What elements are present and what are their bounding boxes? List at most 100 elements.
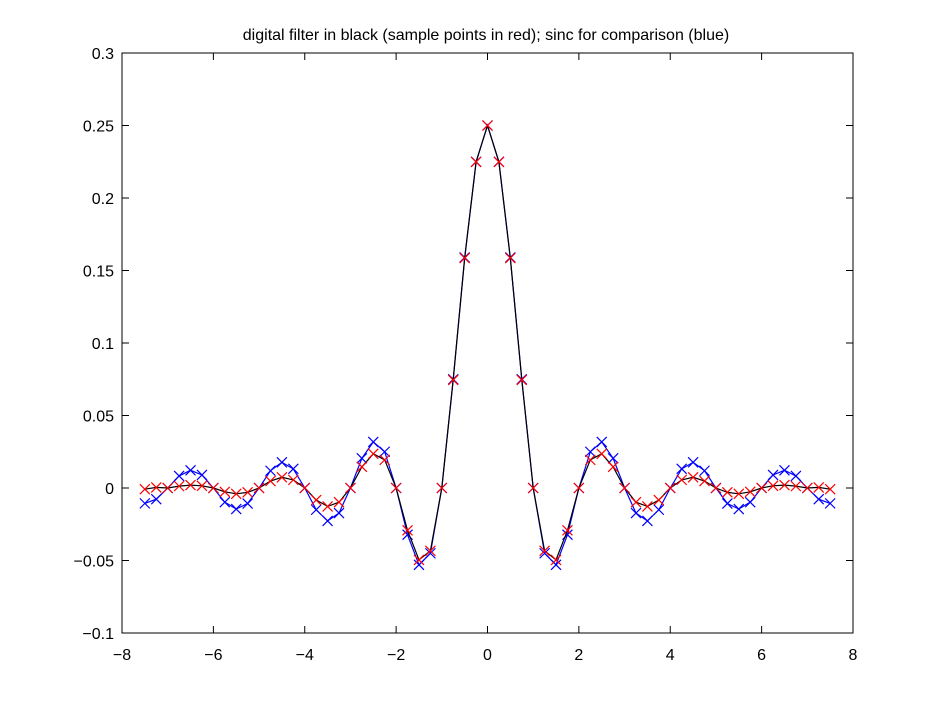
data-point	[447, 374, 459, 386]
data-point	[219, 496, 231, 508]
y-tick-label: 0.1	[92, 336, 114, 353]
data-point	[676, 463, 688, 475]
y-tick-label: 0.05	[83, 409, 114, 426]
data-point	[356, 461, 368, 473]
data-point	[801, 482, 813, 494]
data-point	[482, 120, 493, 131]
data-point	[779, 464, 790, 476]
y-tick-label: 0	[105, 481, 114, 498]
data-point	[630, 507, 642, 519]
y-axis: −0.1 −0.05 0 0.05 0.1 0.15 0.2 0.25 0.3	[74, 46, 853, 643]
data-point	[276, 456, 288, 468]
data-point	[333, 507, 345, 519]
data-point	[276, 471, 288, 483]
x-tick-label: 8	[849, 647, 858, 664]
data-point	[733, 503, 745, 515]
data-point	[299, 482, 311, 494]
data-point	[516, 374, 528, 386]
data-point	[767, 469, 779, 481]
data-point	[539, 545, 551, 557]
data-point	[230, 503, 242, 515]
data-point	[173, 470, 185, 482]
data-point	[265, 475, 276, 487]
data-point	[504, 252, 516, 264]
data-point	[687, 471, 699, 483]
data-point	[641, 515, 653, 527]
data-point	[345, 482, 356, 494]
x-tick-label: 0	[483, 647, 492, 664]
data-point	[584, 454, 596, 466]
data-point	[813, 493, 825, 505]
data-point	[185, 479, 196, 491]
data-point	[356, 452, 368, 464]
data-point	[322, 515, 334, 527]
data-point	[550, 554, 562, 566]
data-point	[527, 482, 539, 494]
data-point	[584, 446, 596, 458]
data-point	[173, 480, 185, 492]
x-tick-label: −4	[296, 647, 314, 664]
x-tick-label: 6	[757, 647, 766, 664]
data-point	[744, 486, 756, 498]
data-point	[687, 456, 699, 468]
series-2	[139, 120, 836, 566]
data-point	[607, 461, 619, 473]
data-point	[721, 486, 733, 498]
data-point	[779, 479, 790, 491]
data-point	[630, 496, 642, 508]
y-tick-label: −0.05	[74, 554, 115, 571]
data-point	[459, 252, 471, 264]
data-point	[721, 498, 733, 509]
data-point	[413, 559, 425, 571]
data-point	[219, 486, 231, 498]
data-point	[333, 496, 345, 508]
data-point	[699, 465, 710, 477]
data-point	[573, 482, 585, 494]
data-point	[607, 452, 619, 464]
data-point	[790, 480, 802, 492]
data-point	[253, 482, 265, 494]
x-tick-label: −6	[204, 647, 222, 664]
data-point	[230, 488, 242, 500]
data-point	[367, 436, 379, 448]
y-tick-label: 0.3	[92, 46, 114, 63]
data-point	[424, 547, 436, 559]
data-point	[790, 470, 802, 482]
data-point	[402, 524, 413, 536]
y-tick-label: 0.15	[83, 264, 114, 281]
x-axis: −8 −6 −4 −2 0 2 4 6 8	[113, 53, 858, 664]
data-point	[196, 469, 208, 481]
data-point	[242, 498, 254, 509]
data-point	[139, 497, 151, 509]
data-point	[310, 494, 322, 506]
data-point	[596, 436, 608, 448]
series-layer	[139, 120, 836, 571]
data-point	[664, 482, 676, 494]
chart-title: digital filter in black (sample points i…	[243, 27, 729, 44]
data-point	[767, 480, 779, 492]
data-point	[596, 448, 608, 460]
data-point	[185, 464, 196, 476]
y-tick-label: 0.2	[92, 191, 114, 208]
plot-area	[121, 52, 854, 634]
data-point	[265, 465, 276, 477]
data-point	[139, 483, 151, 495]
x-tick-label: −2	[387, 647, 405, 664]
data-point	[322, 500, 334, 512]
data-point	[653, 494, 665, 506]
data-point	[470, 156, 482, 168]
x-tick-label: 4	[666, 647, 675, 664]
data-point	[287, 463, 299, 475]
data-point	[207, 482, 219, 494]
data-point	[150, 493, 162, 505]
x-tick-label: −8	[113, 647, 131, 664]
x-tick-label: 2	[574, 647, 583, 664]
data-point	[379, 454, 391, 466]
data-point	[653, 504, 665, 516]
data-point	[539, 547, 551, 559]
data-point	[813, 481, 825, 493]
data-point	[710, 482, 722, 494]
data-point	[562, 524, 573, 536]
data-point	[619, 482, 630, 494]
